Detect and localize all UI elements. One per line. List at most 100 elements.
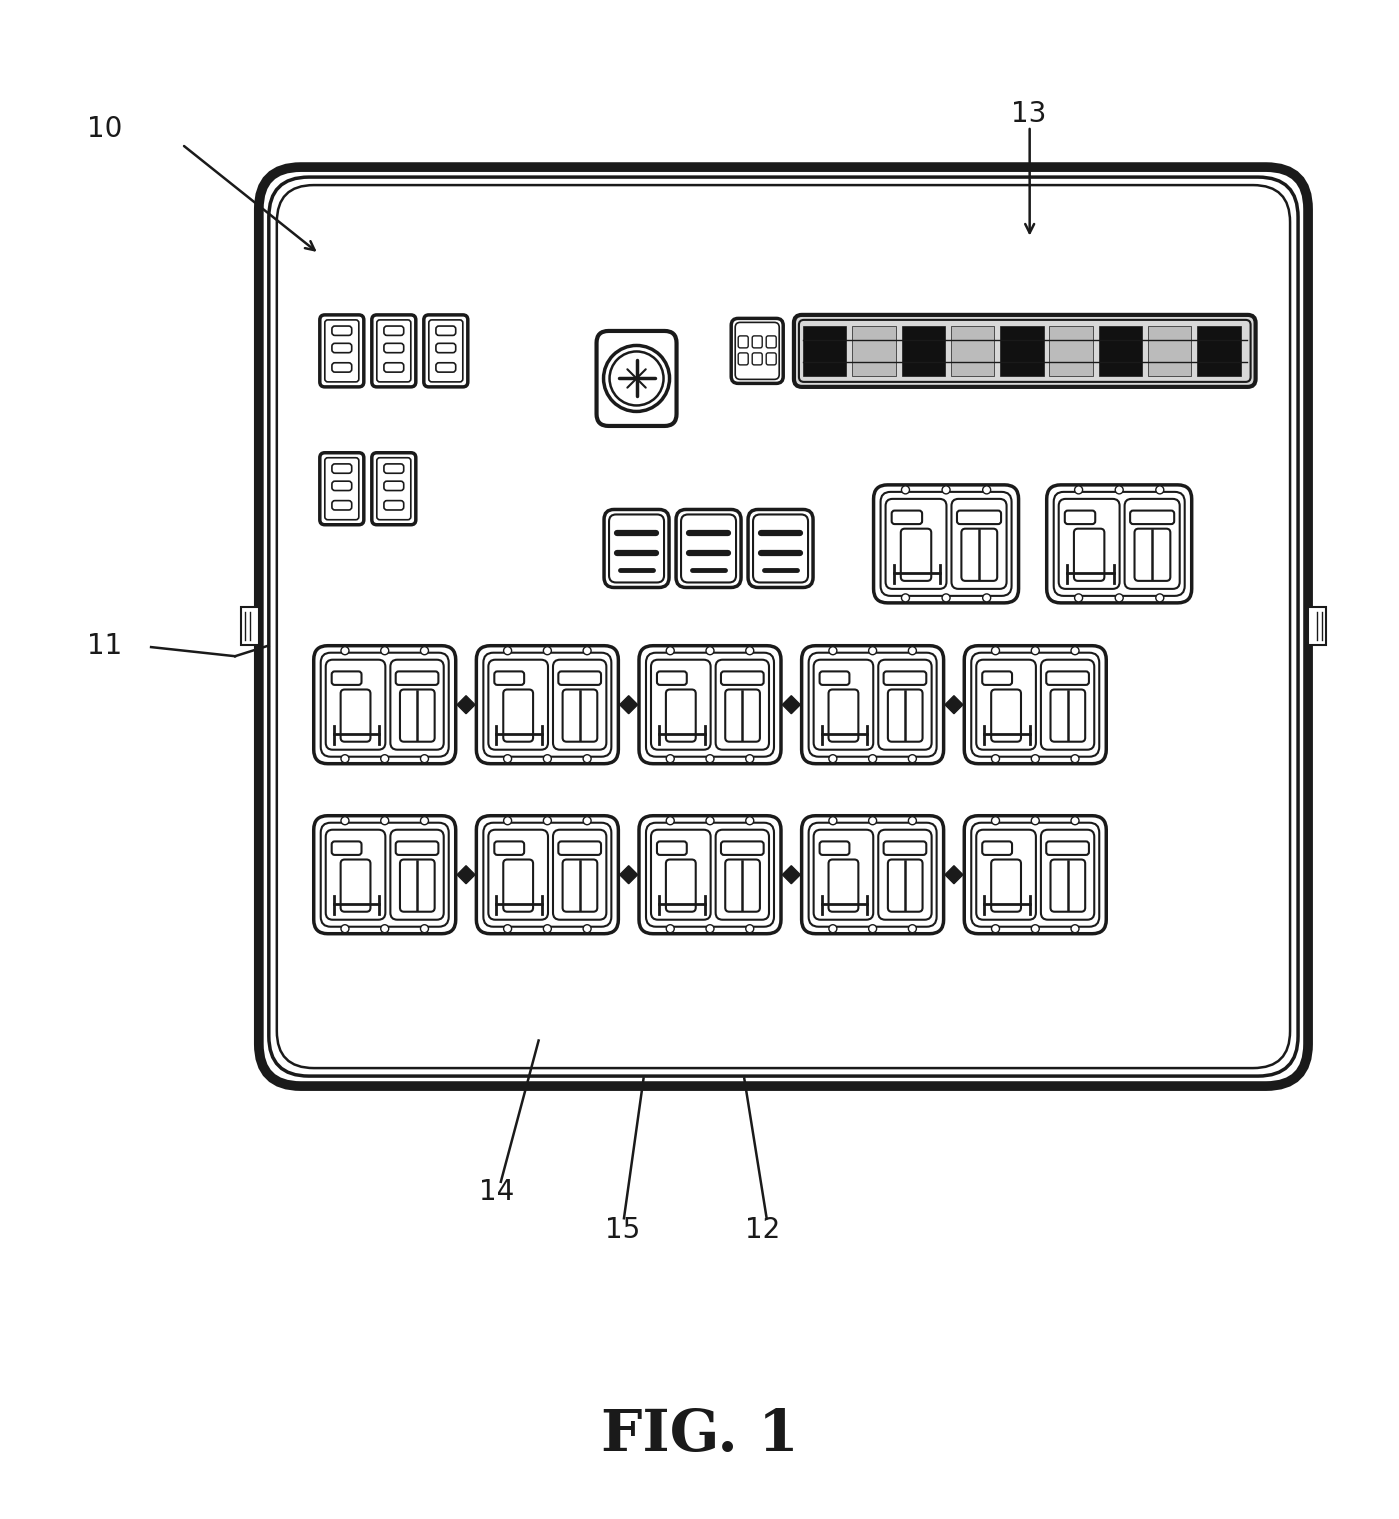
FancyBboxPatch shape: [651, 659, 711, 750]
FancyBboxPatch shape: [332, 343, 351, 352]
Circle shape: [666, 755, 674, 763]
Bar: [951, 327, 995, 375]
Circle shape: [1115, 486, 1123, 494]
Circle shape: [1074, 594, 1083, 602]
Circle shape: [421, 925, 428, 933]
FancyBboxPatch shape: [332, 671, 361, 685]
FancyBboxPatch shape: [828, 690, 859, 741]
Circle shape: [1156, 594, 1164, 602]
FancyBboxPatch shape: [820, 671, 849, 685]
Text: 13: 13: [1010, 100, 1046, 128]
FancyBboxPatch shape: [884, 671, 926, 685]
Circle shape: [603, 345, 670, 412]
Bar: [1149, 327, 1192, 375]
Text: FIG. 1: FIG. 1: [600, 1408, 799, 1463]
Polygon shape: [620, 866, 638, 884]
Circle shape: [869, 925, 877, 933]
Circle shape: [341, 817, 348, 825]
FancyBboxPatch shape: [888, 860, 922, 911]
Circle shape: [869, 817, 877, 825]
FancyBboxPatch shape: [951, 498, 1006, 589]
FancyBboxPatch shape: [390, 829, 443, 919]
Circle shape: [908, 647, 916, 655]
FancyBboxPatch shape: [558, 842, 602, 855]
FancyBboxPatch shape: [320, 314, 364, 387]
Circle shape: [1031, 817, 1039, 825]
FancyBboxPatch shape: [1041, 659, 1094, 750]
Circle shape: [908, 817, 916, 825]
FancyBboxPatch shape: [1130, 510, 1174, 524]
FancyBboxPatch shape: [793, 314, 1256, 387]
FancyBboxPatch shape: [964, 816, 1107, 934]
Polygon shape: [944, 696, 963, 714]
Circle shape: [543, 755, 551, 763]
Polygon shape: [944, 866, 963, 884]
Circle shape: [666, 925, 674, 933]
Circle shape: [942, 486, 950, 494]
Polygon shape: [782, 696, 800, 714]
Bar: [1000, 327, 1044, 375]
FancyBboxPatch shape: [676, 509, 741, 588]
FancyBboxPatch shape: [562, 860, 597, 911]
Polygon shape: [457, 696, 476, 714]
Circle shape: [982, 594, 990, 602]
FancyBboxPatch shape: [961, 529, 997, 580]
FancyBboxPatch shape: [1041, 829, 1094, 919]
Circle shape: [543, 925, 551, 933]
FancyBboxPatch shape: [977, 829, 1035, 919]
Bar: [901, 327, 944, 375]
Circle shape: [381, 817, 389, 825]
FancyBboxPatch shape: [666, 860, 695, 911]
FancyBboxPatch shape: [332, 463, 351, 474]
FancyBboxPatch shape: [313, 646, 456, 764]
FancyBboxPatch shape: [639, 816, 781, 934]
Circle shape: [1031, 755, 1039, 763]
FancyBboxPatch shape: [828, 860, 859, 911]
FancyBboxPatch shape: [383, 463, 404, 474]
FancyBboxPatch shape: [1059, 498, 1119, 589]
FancyBboxPatch shape: [562, 690, 597, 741]
Circle shape: [504, 647, 512, 655]
FancyBboxPatch shape: [504, 860, 533, 911]
Circle shape: [1115, 594, 1123, 602]
Circle shape: [1072, 647, 1079, 655]
Circle shape: [746, 647, 754, 655]
Circle shape: [942, 594, 950, 602]
FancyBboxPatch shape: [494, 671, 525, 685]
FancyBboxPatch shape: [400, 860, 435, 911]
FancyBboxPatch shape: [488, 659, 548, 750]
FancyBboxPatch shape: [720, 842, 764, 855]
Circle shape: [583, 647, 592, 655]
FancyBboxPatch shape: [383, 343, 404, 352]
FancyBboxPatch shape: [320, 453, 364, 524]
Text: 12: 12: [744, 1217, 781, 1244]
FancyBboxPatch shape: [396, 671, 438, 685]
FancyBboxPatch shape: [332, 482, 351, 491]
FancyBboxPatch shape: [990, 690, 1021, 741]
Circle shape: [504, 925, 512, 933]
Circle shape: [543, 647, 551, 655]
FancyBboxPatch shape: [396, 842, 438, 855]
FancyBboxPatch shape: [802, 646, 944, 764]
FancyBboxPatch shape: [720, 671, 764, 685]
FancyBboxPatch shape: [332, 501, 351, 510]
FancyBboxPatch shape: [732, 319, 783, 383]
Polygon shape: [782, 866, 800, 884]
FancyBboxPatch shape: [1046, 485, 1192, 603]
FancyBboxPatch shape: [873, 485, 1018, 603]
FancyBboxPatch shape: [332, 363, 351, 372]
FancyBboxPatch shape: [725, 860, 760, 911]
FancyBboxPatch shape: [1135, 529, 1171, 580]
Circle shape: [543, 817, 551, 825]
FancyBboxPatch shape: [982, 671, 1011, 685]
FancyBboxPatch shape: [1046, 842, 1088, 855]
FancyBboxPatch shape: [753, 352, 762, 365]
Text: 10: 10: [87, 115, 123, 143]
Circle shape: [1074, 486, 1083, 494]
Circle shape: [1072, 925, 1079, 933]
FancyBboxPatch shape: [658, 842, 687, 855]
FancyBboxPatch shape: [553, 659, 606, 750]
FancyBboxPatch shape: [767, 336, 776, 348]
Circle shape: [828, 647, 837, 655]
Bar: [241, 608, 259, 646]
